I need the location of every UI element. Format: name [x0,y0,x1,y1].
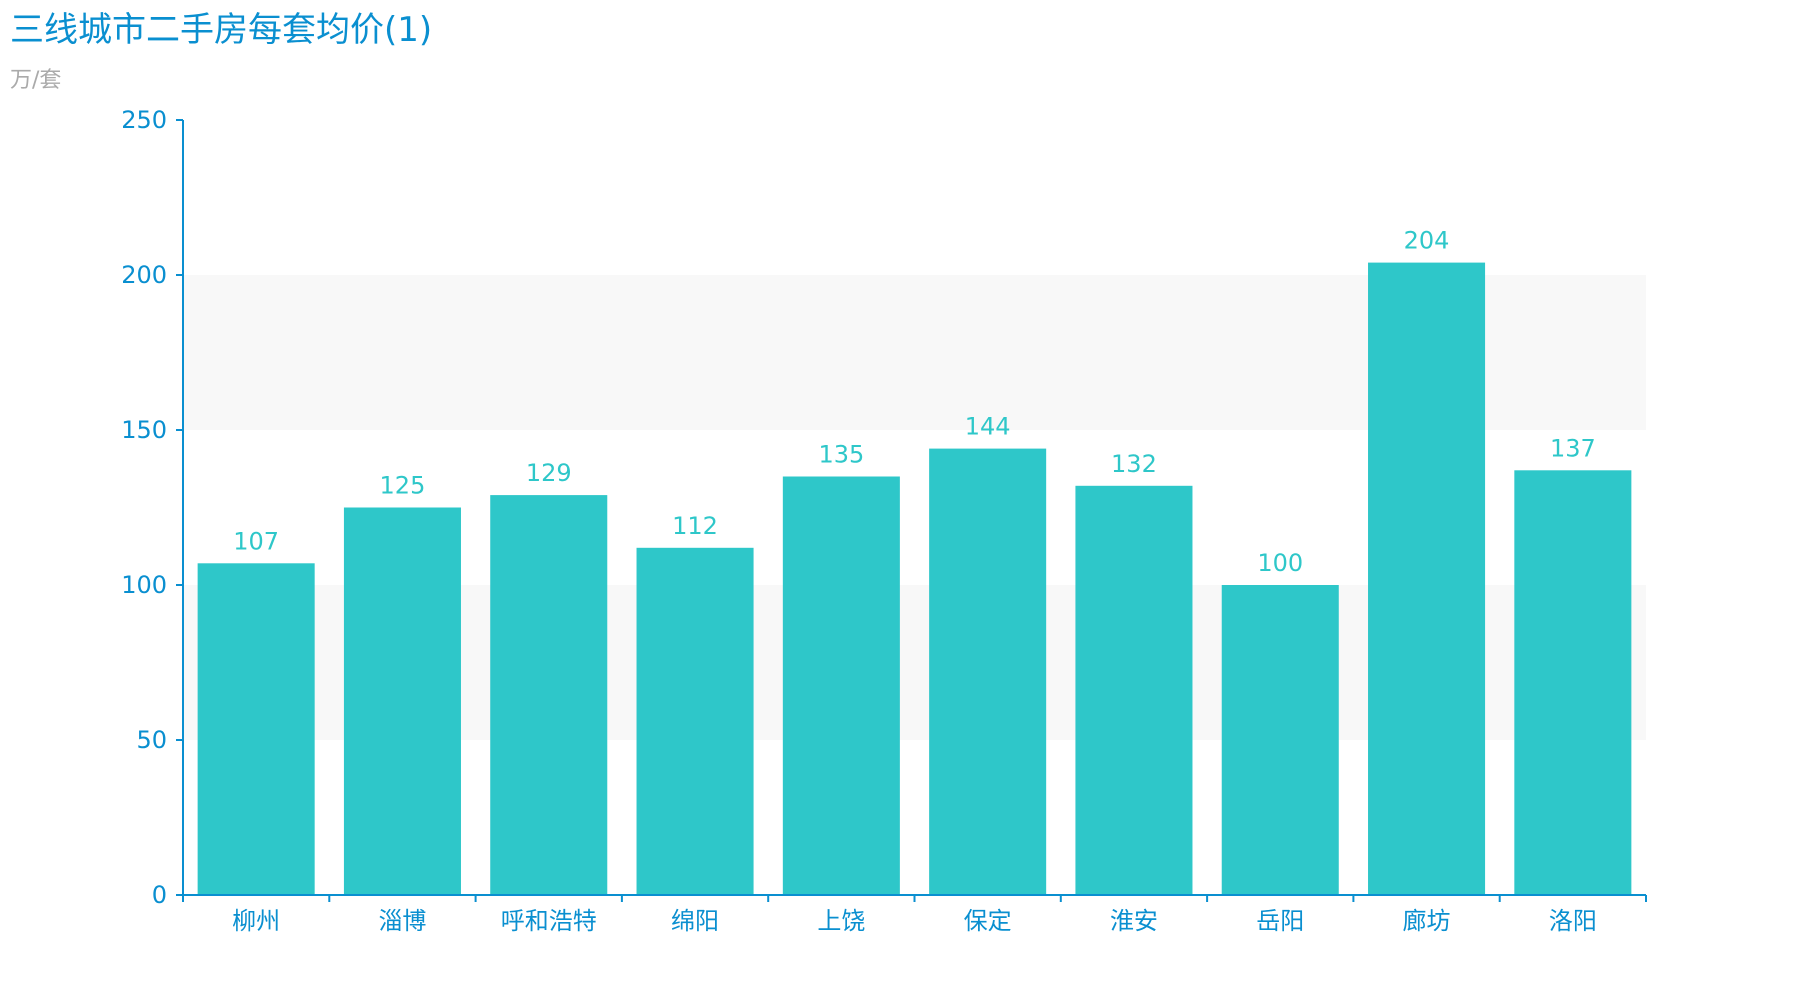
x-tick-label: 廊坊 [1403,907,1451,935]
data-label: 135 [818,441,864,469]
data-label: 144 [965,413,1011,441]
data-label: 107 [233,527,279,555]
data-label: 112 [672,512,718,540]
chart-title: 三线城市二手房每套均价(1) [10,10,433,50]
x-tick-label: 上饶 [817,907,865,935]
bar-廊坊 [1368,262,1486,896]
x-tick-label: 呼和浩特 [501,907,597,935]
bar-洛阳 [1514,470,1632,895]
data-label: 125 [380,472,426,500]
data-label: 129 [526,459,572,487]
x-tick-label: 洛阳 [1549,907,1597,935]
bar-呼和浩特 [490,495,608,895]
bar-淮安 [1075,485,1193,895]
x-tick-label: 柳州 [232,907,280,935]
bar-淄博 [343,507,461,895]
y-tick-label: 200 [121,261,167,289]
x-tick-label: 淮安 [1110,907,1158,935]
y-tick-label: 100 [121,571,167,599]
y-tick-label: 250 [121,106,167,134]
data-label: 132 [1111,450,1157,478]
bar-岳阳 [1221,585,1339,895]
y-tick-label: 50 [136,726,167,754]
x-tick-label: 保定 [964,907,1012,935]
chart-subtitle: 万/套 [10,68,62,93]
bar-绵阳 [636,547,754,895]
x-tick-label: 绵阳 [671,907,719,935]
data-label: 100 [1257,549,1303,577]
data-label: 137 [1550,434,1596,462]
y-tick-label: 0 [152,881,167,909]
bar-上饶 [782,476,900,895]
bar-保定 [929,448,1047,895]
x-tick-label: 岳阳 [1256,907,1304,935]
y-tick-label: 150 [121,416,167,444]
data-label: 204 [1404,227,1450,255]
x-tick-label: 淄博 [378,907,426,935]
bar-柳州 [197,563,315,895]
